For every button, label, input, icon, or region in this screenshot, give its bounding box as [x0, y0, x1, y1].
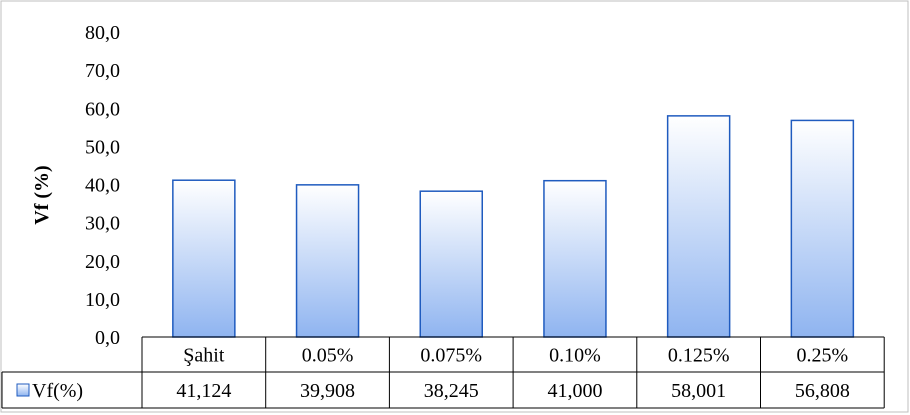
- y-tick-label: 80,0: [85, 22, 120, 44]
- y-axis-label: Vf (%): [31, 165, 53, 224]
- bar: [295, 184, 360, 338]
- bar: [419, 190, 483, 338]
- bar: [790, 119, 855, 338]
- data-value-label: 56,808: [795, 380, 850, 402]
- x-category-label: 0.25%: [797, 345, 849, 367]
- data-value-label: 41,000: [547, 380, 602, 402]
- y-tick-label: 60,0: [85, 98, 120, 120]
- bar: [666, 115, 731, 338]
- x-category-label: 0.05%: [302, 345, 354, 367]
- y-tick-label: 10,0: [85, 289, 120, 311]
- y-tick-label: 0,0: [95, 327, 120, 349]
- data-table: Şahit 0.05% 0.075% 0.10% 0.125% 0.25% 41,124 39…: [1, 336, 885, 409]
- data-value-label: 38,245: [424, 380, 479, 402]
- data-value-label: 39,908: [300, 380, 355, 402]
- legend-swatch: [16, 383, 30, 397]
- y-tick-label: 40,0: [85, 175, 120, 197]
- y-tick-label: 30,0: [85, 213, 120, 235]
- bar: [543, 179, 607, 338]
- y-tick-label: 50,0: [85, 136, 120, 158]
- y-tick-label: 20,0: [85, 251, 120, 273]
- y-tick-label: 70,0: [85, 60, 120, 82]
- legend-series-name: Vf(%): [32, 380, 83, 402]
- y-axis-ticks: 0,0 10,0 20,0 30,0 40,0 50,0 60,0 70,0 80,0: [85, 22, 120, 349]
- data-value-label: 58,001: [671, 380, 726, 402]
- data-value-label: 41,124: [176, 380, 231, 402]
- bars: [172, 115, 855, 338]
- bar: [172, 179, 236, 338]
- x-category-label: 0.125%: [668, 345, 730, 367]
- x-category-label: 0.075%: [420, 345, 482, 367]
- x-category-label: 0.10%: [549, 345, 601, 367]
- x-category-label: Şahit: [183, 345, 225, 367]
